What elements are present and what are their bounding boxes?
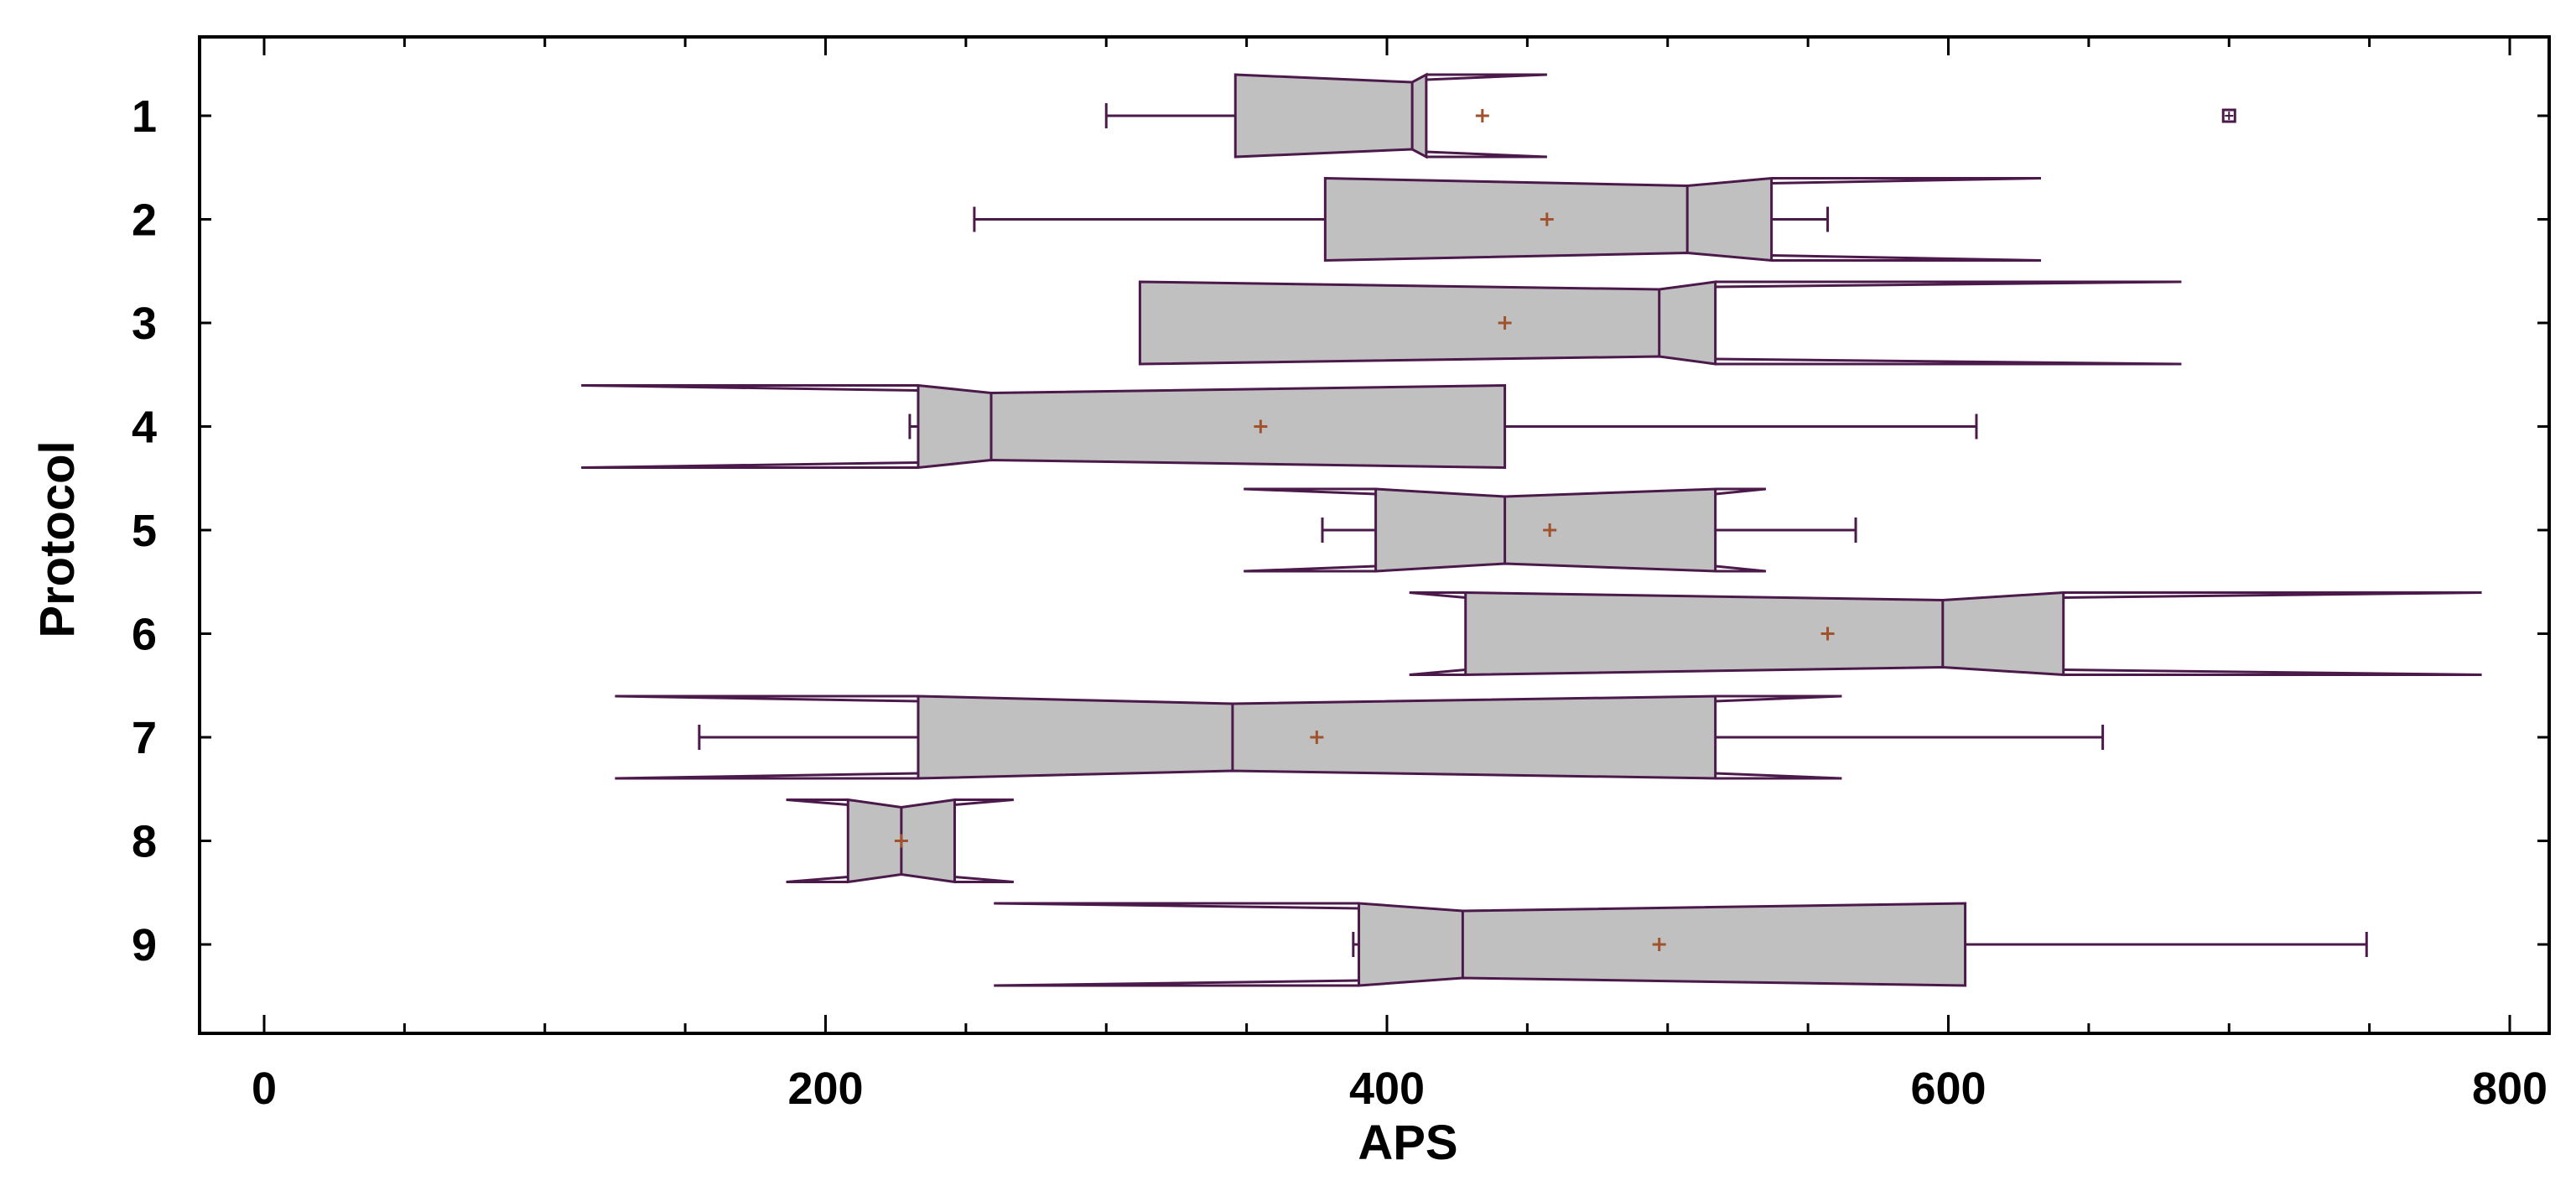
notch-slant xyxy=(615,694,918,703)
notch-slant xyxy=(581,384,918,392)
y-axis-tick-labels: 1 2 3 4 5 6 7 8 9 xyxy=(132,91,157,970)
box-protocol-6 xyxy=(1409,590,2482,677)
box-protocol-7 xyxy=(615,694,2105,780)
notch-slant xyxy=(1409,668,1466,676)
y-tick-label: 6 xyxy=(132,610,157,660)
notch-slant xyxy=(1715,694,1842,703)
notch-slant xyxy=(1426,150,1547,159)
box-body xyxy=(1138,280,1717,366)
box-protocol-5 xyxy=(1244,487,1857,573)
notch-slant xyxy=(1771,254,2041,262)
notch-slant xyxy=(954,876,1014,883)
notch-slant xyxy=(1715,564,1767,573)
notch-slant xyxy=(1715,280,2182,289)
box-body xyxy=(1464,590,2065,677)
box-series xyxy=(581,72,2482,987)
notch-slant xyxy=(2063,591,2482,599)
notch-slant xyxy=(2063,668,2482,676)
box-protocol-3 xyxy=(1138,280,2182,366)
notch-slant xyxy=(1771,177,2041,185)
box-protocol-1 xyxy=(1104,72,2236,159)
x-axis-tick-labels: 0 200 400 600 800 xyxy=(252,1064,2547,1114)
notch-slant xyxy=(994,979,1359,987)
y-tick-label: 1 xyxy=(132,91,157,142)
box-protocol-8 xyxy=(786,798,1014,884)
box-protocol-4 xyxy=(581,383,1978,470)
y-axis-title: Protocol xyxy=(30,440,85,637)
notch-slant xyxy=(1715,487,1767,496)
notch-slant xyxy=(1244,564,1376,573)
notch-slant xyxy=(615,772,918,780)
notch-slant xyxy=(1426,73,1547,81)
axis-ticks xyxy=(200,37,2549,1033)
y-tick-label: 2 xyxy=(132,195,157,246)
y-tick-label: 7 xyxy=(132,713,157,763)
notch-slant xyxy=(581,461,918,469)
x-tick-label: 400 xyxy=(1349,1064,1425,1114)
x-tick-label: 800 xyxy=(2472,1064,2547,1114)
outlier-point xyxy=(2221,108,2236,123)
y-tick-label: 8 xyxy=(132,817,157,867)
y-tick-label: 4 xyxy=(132,403,157,453)
y-tick-label: 9 xyxy=(132,920,157,970)
notch-slant xyxy=(994,902,1359,910)
x-tick-label: 200 xyxy=(787,1064,863,1114)
notch-slant xyxy=(1409,591,1466,599)
box-protocol-2 xyxy=(973,176,2041,263)
notch-slant xyxy=(786,876,849,883)
x-tick-label: 600 xyxy=(1910,1064,1986,1114)
box-body xyxy=(917,383,1507,470)
notch-slant xyxy=(1715,357,2182,366)
box-body xyxy=(1233,72,1428,159)
y-tick-label: 5 xyxy=(132,506,157,556)
notch-slant xyxy=(1244,487,1376,496)
notch-slant xyxy=(1715,772,1842,780)
notch-slant xyxy=(786,798,849,806)
notch-slant xyxy=(954,798,1014,806)
x-tick-label: 0 xyxy=(252,1064,277,1114)
y-tick-label: 3 xyxy=(132,299,157,349)
x-axis-title: APS xyxy=(1358,1116,1457,1170)
box-protocol-9 xyxy=(994,902,2368,987)
